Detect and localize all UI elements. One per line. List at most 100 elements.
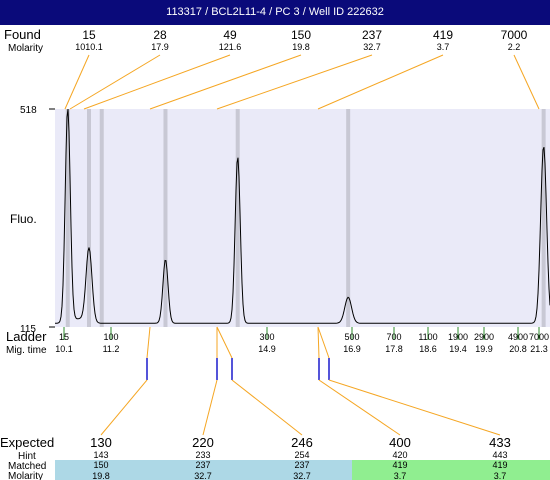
expected-connector [317,326,330,359]
expected-label: Expected [0,435,54,450]
ladder-time-label: 11.2 [103,344,120,354]
found-connector [83,54,231,110]
molarity-value: 32.7 [194,471,212,480]
chart-title: 113317 / BCL2L11-4 / PC 3 / Well ID 2226… [0,0,550,25]
expected-connector [231,379,303,436]
matched-value: 237 [195,460,210,470]
matched-row-bg-blue [55,460,352,480]
expected-table: 13014315019.822023323732.724625423732.74… [90,326,511,480]
hint-value: 143 [93,450,108,460]
expected-size-label: 433 [489,435,511,450]
ladder-time-label: 19.4 [449,344,467,354]
ladder-size-label: 1100 [418,332,437,342]
ladder-time-label: 21.3 [530,344,548,354]
matched-value: 150 [93,460,108,470]
peak-band [235,109,240,327]
matched-value: 419 [392,460,407,470]
peak-band [163,109,168,327]
ladder-size-label: 100 [103,332,118,342]
y-tick-label-max: 518 [20,105,37,116]
found-size-label: 150 [291,28,311,42]
hint-value: 420 [392,450,407,460]
fluorescence-trace [55,108,550,324]
peak-band [346,109,351,327]
ladder-size-label: 300 [259,332,274,342]
hint-label: Hint [18,451,36,462]
expected-connector [328,379,501,436]
expected-size-label: 400 [389,435,411,450]
found-size-label: 49 [223,28,237,42]
ladder-time-label: 17.8 [385,344,403,354]
ladder-time-label: 14.9 [258,344,276,354]
expected-rows-bg [55,460,550,480]
matched-value: 237 [294,460,309,470]
molarity-label: Molarity [8,43,43,54]
found-molarity-label: 3.7 [437,42,450,52]
ladder-label: Ladder [6,329,47,344]
found-molarity-label: 19.8 [292,42,310,52]
molarity-value: 3.7 [494,471,507,480]
matched-label: Matched [8,461,46,472]
ladder-size-label: 15 [59,332,69,342]
ladder-time-label: 20.8 [509,344,527,354]
ladder-time-label: 19.9 [475,344,493,354]
found-connector [69,54,161,110]
expected-connector [318,379,401,436]
expected-connector [317,326,320,359]
found-molarity-label: 121.6 [219,42,242,52]
molarity-value: 3.7 [394,471,407,480]
ladder-size-label: 7000 [529,332,549,342]
found-connector [149,54,302,110]
found-molarity-label: 32.7 [363,42,381,52]
expected-connector [100,379,148,436]
ladder-time-label: 16.9 [343,344,361,354]
found-size-label: 15 [82,28,96,42]
ladder-axis: 15 10.1 100 11.2 300 14.9 500 16.9 700 17.8 1100 18… [55,327,549,354]
plot-area: 518 115 [20,105,550,335]
matched-row-bg-green [352,460,550,480]
found-size-label: 7000 [501,28,528,42]
found-connector [216,54,373,110]
connector-lines [64,54,540,110]
peak-band [86,109,91,327]
molarity-value: 19.8 [92,471,110,480]
mig-time-label: Mig. time [6,345,47,356]
found-molarity-label: 1010.1 [75,42,103,52]
expected-size-label: 130 [90,435,112,450]
found-molarity-label: 2.2 [508,42,521,52]
molarity-bottom-label: Molarity [8,471,43,480]
expected-connector [146,326,151,359]
found-molarity-label: 17.9 [151,42,169,52]
ladder-size-label: 4900 [508,332,528,342]
found-connector [317,54,444,110]
found-connector [513,54,540,110]
expected-size-label: 246 [291,435,313,450]
expected-connector [216,326,233,359]
hint-value: 443 [492,450,507,460]
matched-value: 419 [492,460,507,470]
ladder-size-label: 500 [344,332,359,342]
hint-value: 254 [294,450,309,460]
found-size-label: 237 [362,28,382,42]
ladder-time-label: 10.1 [55,344,73,354]
y-axis-label: Fluo. [10,212,37,226]
expected-size-label: 220 [192,435,214,450]
peak-band [99,109,104,327]
ladder-size-label: 700 [386,332,401,342]
found-label: Found [4,27,41,42]
plot-background [55,109,550,327]
peak-band [541,109,546,327]
y-tick-label-min: 115 [20,324,36,335]
ladder-size-label: 1900 [448,332,468,342]
found-size-label: 28 [153,28,167,42]
ladder-time-label: 18.6 [419,344,437,354]
hint-value: 233 [195,450,210,460]
found-size-label: 419 [433,28,453,42]
peak-band [65,109,70,327]
molarity-value: 32.7 [293,471,311,480]
ladder-size-label: 2900 [474,332,494,342]
found-connector [64,54,90,110]
